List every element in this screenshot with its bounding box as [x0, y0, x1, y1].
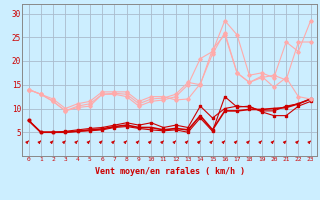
X-axis label: Vent moyen/en rafales ( km/h ): Vent moyen/en rafales ( km/h ) [95, 167, 244, 176]
